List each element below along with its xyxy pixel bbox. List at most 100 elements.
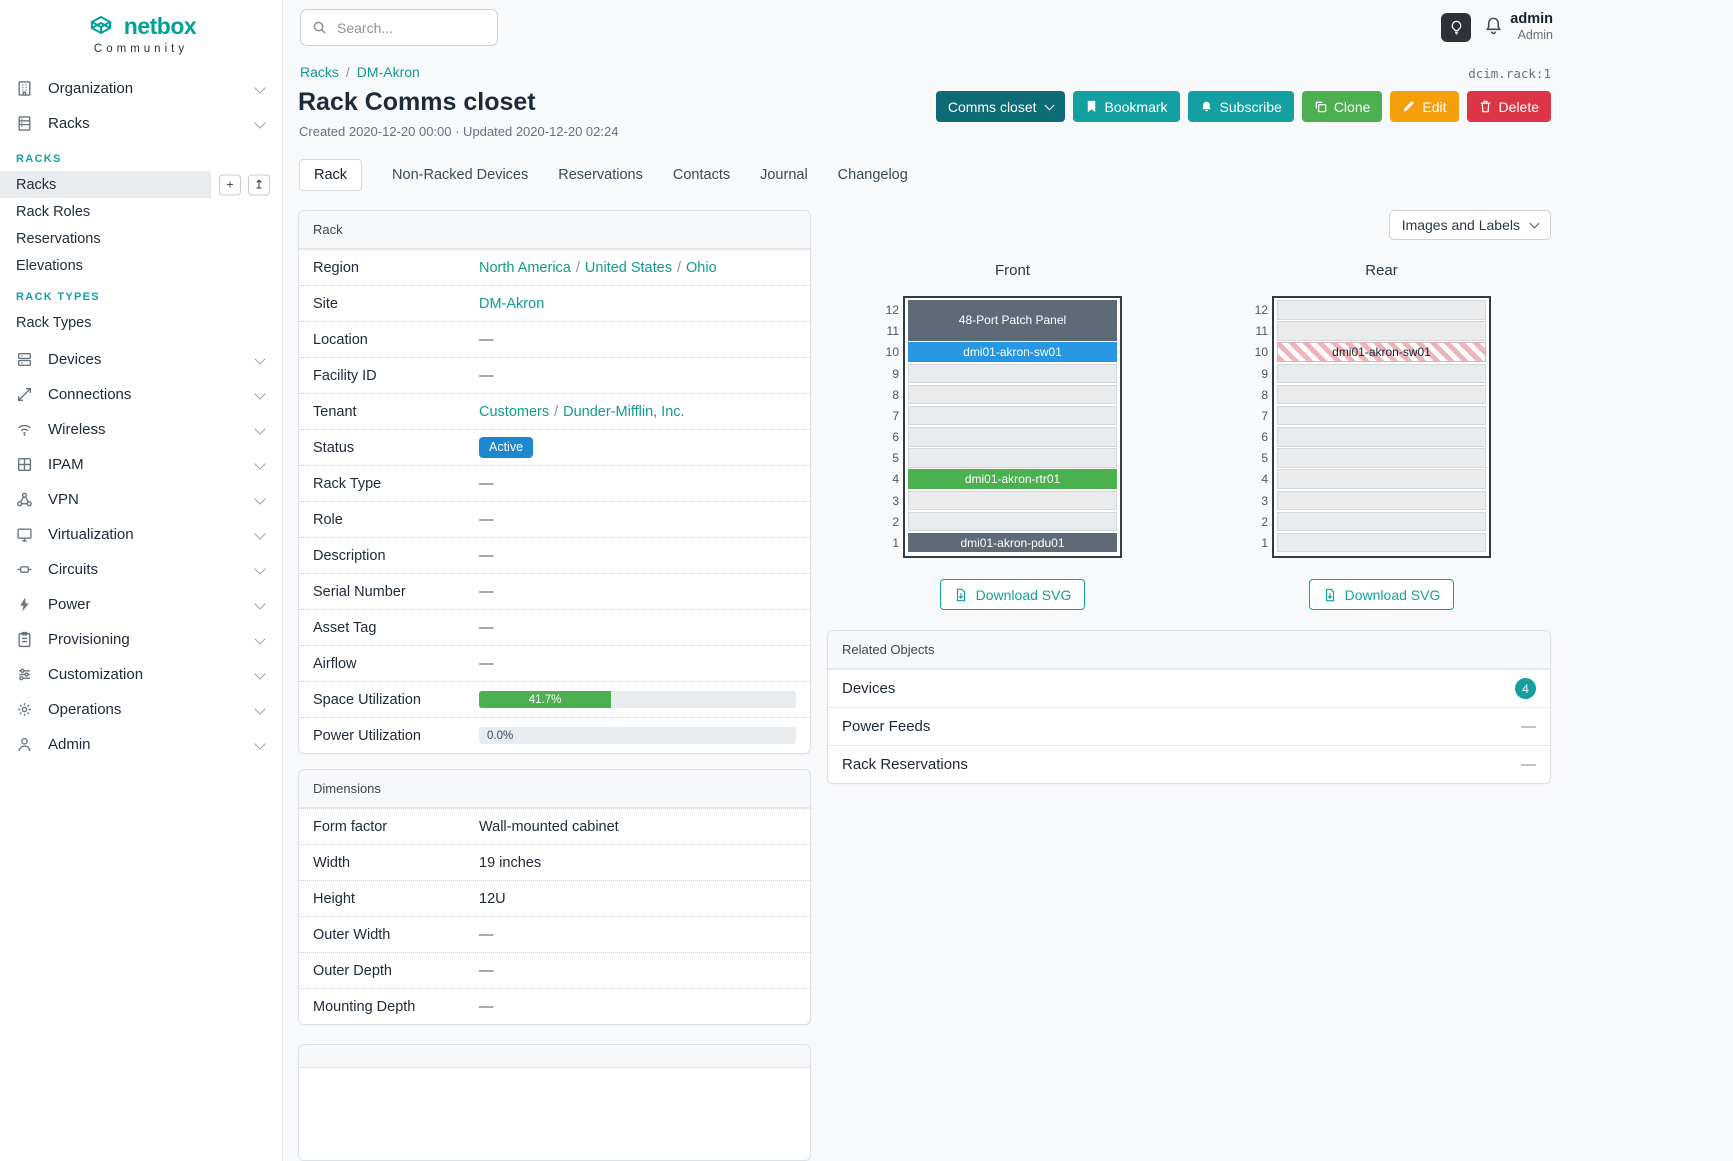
rack-unit-slot[interactable]	[1277, 384, 1486, 405]
site-link[interactable]: DM-Akron	[479, 295, 545, 312]
rack-unit-slot[interactable]	[908, 427, 1117, 447]
search-input[interactable]	[335, 18, 486, 37]
tab-rack[interactable]: Rack	[299, 159, 363, 191]
rack-unit-slot[interactable]	[908, 384, 1117, 405]
breadcrumb-site-link[interactable]: DM-Akron	[356, 64, 420, 80]
field-label: Status	[313, 439, 355, 456]
sidebar-item-admin[interactable]: Admin	[0, 727, 282, 762]
rack-unit-slot[interactable]	[1277, 321, 1486, 341]
monitor-icon	[16, 526, 40, 543]
unit-number-label: 2	[892, 514, 899, 529]
view-selector-label: Images and Labels	[1401, 217, 1520, 233]
rack-unit-slot[interactable]	[908, 405, 1117, 426]
delete-button[interactable]: Delete	[1466, 91, 1551, 122]
sidebar-item-racks[interactable]: Racks	[0, 106, 282, 141]
subscribe-button[interactable]: Subscribe	[1187, 91, 1294, 122]
sidebar-item-rack-types[interactable]: Rack Types	[0, 309, 282, 336]
tenant-link[interactable]: Dunder-Mifflin, Inc.	[563, 403, 685, 420]
related-row-devices[interactable]: Devices 4	[828, 669, 1550, 707]
rack-unit-slot[interactable]	[1277, 300, 1486, 320]
tab-changelog[interactable]: Changelog	[837, 167, 908, 183]
sidebar-item-ipam[interactable]: IPAM	[0, 447, 282, 482]
unit-number-label: 7	[892, 408, 899, 423]
rack-unit-slot[interactable]	[908, 490, 1117, 511]
devices-icon	[16, 351, 40, 368]
global-search	[300, 9, 498, 46]
sidebar-item-circuits[interactable]: Circuits	[0, 552, 282, 587]
field-label: Outer Depth	[313, 962, 392, 979]
rack-device[interactable]: dmi01-akron-sw01	[1277, 342, 1486, 362]
rack-device[interactable]: dmi01-akron-rtr01	[908, 469, 1117, 489]
rack-unit-slot[interactable]	[1277, 448, 1486, 468]
sidebar-item-vpn[interactable]: VPN	[0, 482, 282, 517]
netbox-logo[interactable]: netbox	[0, 0, 282, 40]
sidebar-item-power[interactable]: Power	[0, 587, 282, 622]
rack-selector-dropdown[interactable]: Comms closet	[935, 91, 1065, 122]
field-label: Location	[313, 331, 368, 348]
download-svg-front-button[interactable]: Download SVG	[939, 579, 1086, 610]
sidebar-item-rack-roles[interactable]: Rack Roles	[0, 198, 282, 225]
clone-button[interactable]: Clone	[1301, 91, 1383, 122]
rack-unit-slot[interactable]	[1277, 363, 1486, 384]
related-row-power-feeds[interactable]: Power Feeds —	[828, 707, 1550, 745]
download-svg-rear-button[interactable]: Download SVG	[1308, 579, 1455, 610]
import-button[interactable]: ↥	[248, 174, 270, 195]
nav-label: IPAM	[48, 456, 84, 473]
field-label: Asset Tag	[313, 619, 377, 636]
sidebar-item-provisioning[interactable]: Provisioning	[0, 622, 282, 657]
space-utilization-bar: 41.7%	[479, 691, 796, 708]
sidebar-item-connections[interactable]: Connections	[0, 377, 282, 412]
sidebar-item-organization[interactable]: Organization	[0, 71, 282, 106]
sidebar-item-racks-list[interactable]: Racks	[0, 171, 211, 198]
breadcrumb-racks-link[interactable]: Racks	[300, 64, 339, 80]
tab-journal[interactable]: Journal	[760, 167, 808, 183]
sidebar-item-devices[interactable]: Devices	[0, 342, 282, 377]
user-menu[interactable]: admin Admin	[1510, 10, 1553, 44]
rack-unit-slot[interactable]	[908, 363, 1117, 384]
rack-unit-slot[interactable]	[1277, 532, 1486, 553]
tenant-group-link[interactable]: Customers	[479, 403, 550, 420]
related-row-rack-reservations[interactable]: Rack Reservations —	[828, 745, 1550, 783]
add-button[interactable]: +	[219, 174, 241, 195]
chevron-down-icon	[1529, 218, 1540, 229]
notifications-button[interactable]	[1484, 16, 1503, 35]
region-link[interactable]: Ohio	[686, 259, 717, 276]
chevron-down-icon	[254, 423, 266, 435]
rack-unit-slot[interactable]	[908, 511, 1117, 532]
info-row-region: Region North America / United States / Ohio	[299, 249, 810, 285]
rack-unit-slot[interactable]	[1277, 511, 1486, 532]
tab-contacts[interactable]: Contacts	[672, 167, 731, 183]
clipboard-icon	[16, 631, 40, 648]
rack-device[interactable]: 48-Port Patch Panel	[908, 300, 1117, 341]
rack-device[interactable]: dmi01-akron-pdu01	[908, 532, 1117, 553]
rack-device[interactable]: dmi01-akron-sw01	[908, 342, 1117, 362]
empty-value: —	[479, 331, 494, 348]
region-link[interactable]: North America	[479, 259, 571, 276]
sidebar-item-customization[interactable]: Customization	[0, 657, 282, 692]
elevation-view-selector[interactable]: Images and Labels	[1388, 210, 1551, 240]
field-label: Height	[313, 890, 355, 907]
rack-unit-slot[interactable]	[1277, 490, 1486, 511]
empty-value: —	[479, 962, 494, 979]
sidebar-item-operations[interactable]: Operations	[0, 692, 282, 727]
region-link[interactable]: United States	[584, 259, 672, 276]
rack-unit-slot[interactable]	[1277, 427, 1486, 447]
bookmark-button[interactable]: Bookmark	[1072, 91, 1180, 122]
rack-unit-slot[interactable]	[1277, 405, 1486, 426]
rack-unit-slot[interactable]	[1277, 469, 1486, 489]
field-label: Tenant	[313, 403, 357, 420]
power-utilization-bar: 0.0%	[479, 727, 796, 744]
info-row-height: Height 12U	[299, 880, 810, 916]
sidebar-item-reservations[interactable]: Reservations	[0, 225, 282, 252]
bookmark-icon	[1085, 100, 1098, 113]
sidebar-item-elevations[interactable]: Elevations	[0, 252, 282, 279]
edit-button[interactable]: Edit	[1390, 91, 1459, 122]
rack-unit-slot[interactable]	[908, 448, 1117, 468]
sidebar-item-wireless[interactable]: Wireless	[0, 412, 282, 447]
tab-non-racked-devices[interactable]: Non-Racked Devices	[392, 167, 529, 183]
theme-toggle-button[interactable]	[1441, 13, 1471, 42]
front-download-row: Download SVG	[903, 579, 1122, 610]
tab-reservations[interactable]: Reservations	[558, 167, 643, 183]
unit-number-label: 7	[1261, 408, 1268, 423]
sidebar-item-virtualization[interactable]: Virtualization	[0, 517, 282, 552]
